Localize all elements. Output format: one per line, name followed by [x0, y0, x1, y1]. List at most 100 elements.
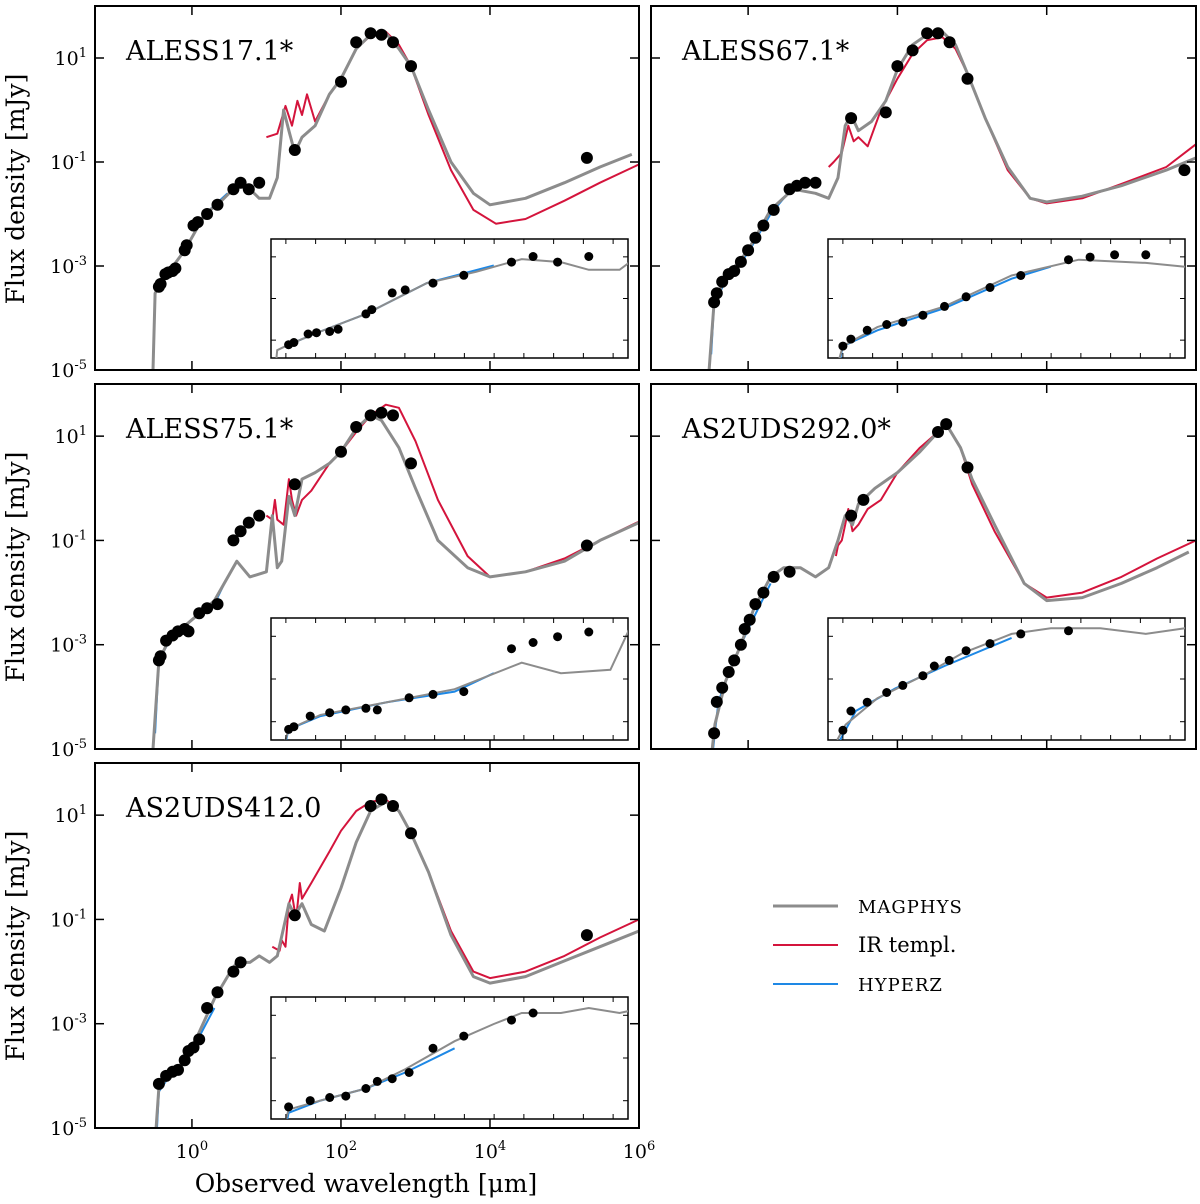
data-point	[154, 650, 167, 663]
data-point	[940, 418, 953, 431]
inset-data-point	[1110, 250, 1120, 260]
data-point	[743, 613, 756, 626]
inset-data-point	[367, 305, 377, 315]
inset-data-point	[372, 705, 382, 715]
inset-data-point	[361, 1084, 371, 1093]
inset-data-point	[944, 655, 954, 665]
data-point	[879, 106, 892, 119]
inset-data-point	[929, 661, 939, 671]
data-point	[961, 72, 974, 85]
panel-frame	[94, 762, 640, 1129]
inset-data-point	[1016, 629, 1026, 639]
inset-data-point	[459, 1031, 469, 1041]
x-tick-label: 106	[623, 1139, 655, 1163]
inset-data-point	[428, 278, 438, 288]
inset-data-point	[341, 705, 351, 715]
data-point	[405, 60, 417, 73]
panel-title: AS2UDS412.0	[125, 793, 321, 824]
inset-data-point	[459, 270, 469, 280]
data-point	[234, 176, 247, 189]
data-point	[767, 203, 780, 216]
data-point	[932, 426, 944, 438]
inset-data-point	[862, 697, 872, 707]
data-point	[242, 183, 255, 196]
y-tick-label: 10-1	[50, 150, 87, 174]
inset-data-point	[528, 252, 538, 261]
inset-data-point	[325, 327, 335, 336]
inset-data-point	[553, 257, 563, 267]
data-point	[364, 800, 377, 812]
data-point	[169, 262, 182, 275]
inset-data-point	[846, 706, 856, 716]
magphys-line	[151, 413, 639, 749]
y-tick-label: 10-1	[50, 528, 87, 552]
data-point	[253, 509, 266, 522]
panel-frame	[94, 5, 640, 371]
panel-title: ALESS17.1*	[125, 36, 294, 67]
data-point	[387, 409, 399, 422]
inset-data-point	[303, 329, 313, 339]
inset-data-point	[528, 1008, 538, 1018]
panel-title: AS2UDS292.0*	[681, 414, 891, 445]
data-point	[580, 151, 593, 164]
data-point	[154, 278, 167, 290]
data-point	[211, 198, 224, 211]
data-point	[580, 929, 593, 942]
data-point	[172, 1063, 184, 1076]
data-point	[708, 296, 721, 309]
data-point	[288, 909, 301, 922]
inset-data-point	[838, 341, 848, 351]
inset-data-point	[918, 310, 928, 320]
inset-data-point	[284, 1102, 294, 1112]
inset-data-point	[528, 638, 538, 647]
inset-data-point	[387, 288, 397, 298]
data-point	[201, 1002, 214, 1014]
inset-data-point	[289, 722, 299, 732]
data-point	[405, 827, 417, 840]
data-point	[722, 666, 735, 678]
data-point	[201, 208, 214, 220]
data-point	[180, 239, 193, 252]
inset-data-point	[961, 292, 971, 302]
data-point	[708, 727, 721, 740]
panel-frame	[94, 383, 640, 750]
inset-data-point	[838, 725, 848, 735]
inset-data-point	[507, 257, 516, 267]
data-point	[182, 625, 195, 638]
legend: MAGPHYS IR templ. HYPERZ	[773, 897, 962, 996]
inset-data-point	[584, 627, 594, 637]
data-point	[405, 457, 417, 470]
inset-magphys-line	[284, 629, 628, 740]
inset-data-point	[404, 693, 414, 703]
y-axis-label: Flux density [mJy]	[1, 831, 30, 1062]
inset-data-point	[459, 687, 469, 697]
data-point	[288, 478, 301, 491]
y-tick-label: 101	[55, 424, 87, 448]
y-tick-label: 10-5	[50, 737, 87, 761]
data-point	[734, 638, 747, 651]
data-point	[152, 1077, 165, 1090]
y-tick-label: 10-3	[50, 1012, 87, 1036]
x-tick-label: 100	[176, 1139, 208, 1163]
inset-data-point	[1016, 271, 1026, 280]
data-point	[350, 36, 363, 49]
data-point	[921, 27, 934, 40]
data-point	[757, 219, 770, 232]
y-tick-label: 10-3	[50, 254, 87, 278]
inset-data-point	[584, 252, 594, 261]
inset-data-point	[918, 671, 928, 681]
data-point	[809, 176, 822, 189]
data-point	[580, 539, 593, 552]
inset-data-point	[428, 1043, 438, 1053]
data-point	[845, 509, 858, 522]
data-point	[906, 44, 919, 57]
data-point	[387, 800, 399, 812]
data-point	[767, 570, 780, 583]
inset-data-point	[985, 639, 995, 649]
data-point	[335, 75, 347, 88]
data-point	[749, 598, 762, 611]
y-tick-label: 10-5	[50, 1116, 87, 1140]
y-tick-label: 101	[55, 803, 87, 827]
inset-data-point	[507, 1015, 516, 1025]
panel-frame	[650, 5, 1197, 371]
